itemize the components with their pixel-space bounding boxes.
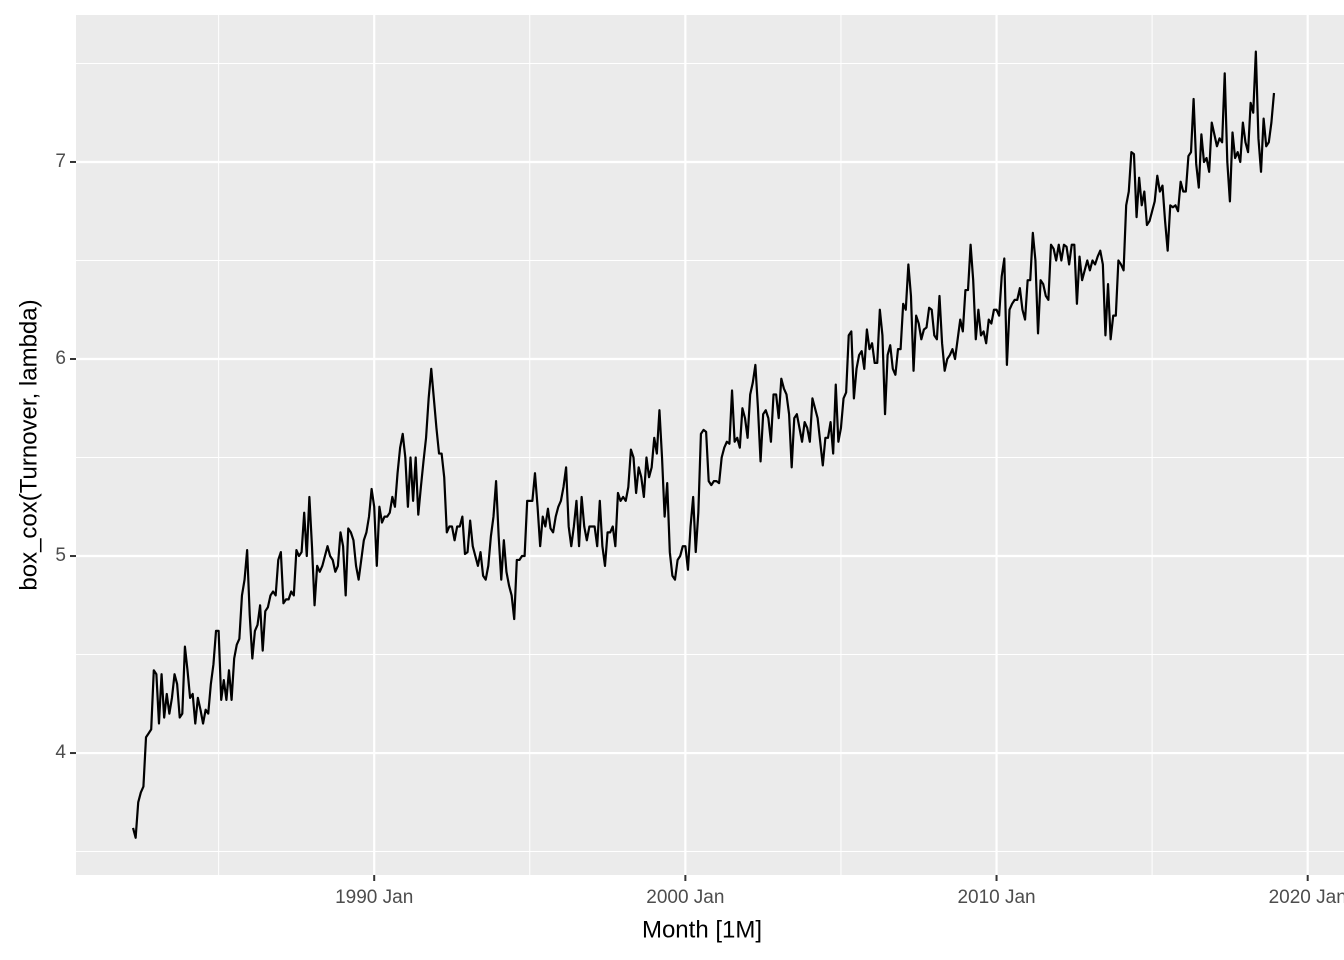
x-tick-label: 1990 Jan <box>335 887 413 908</box>
x-tick-label: 2010 Jan <box>957 887 1035 908</box>
y-axis-title: box_cox(Turnover, lambda) <box>15 299 42 590</box>
y-tick-label: 7 <box>55 151 66 172</box>
y-tick-label: 5 <box>55 545 66 566</box>
x-axis-title: Month [1M] <box>642 916 762 943</box>
panel <box>76 15 1344 875</box>
x-tick-label: 2000 Jan <box>646 887 724 908</box>
x-tick-label: 2020 Jan <box>1269 887 1344 908</box>
grid <box>76 15 1344 875</box>
marks <box>131 50 1276 839</box>
data-line <box>131 50 1276 839</box>
axes: 4 5 6 7 1990 Jan 2000 Jan 2010 Jan 2020 Jan <box>55 151 1344 908</box>
y-tick-label: 4 <box>55 742 66 763</box>
y-tick-label: 6 <box>55 348 66 369</box>
